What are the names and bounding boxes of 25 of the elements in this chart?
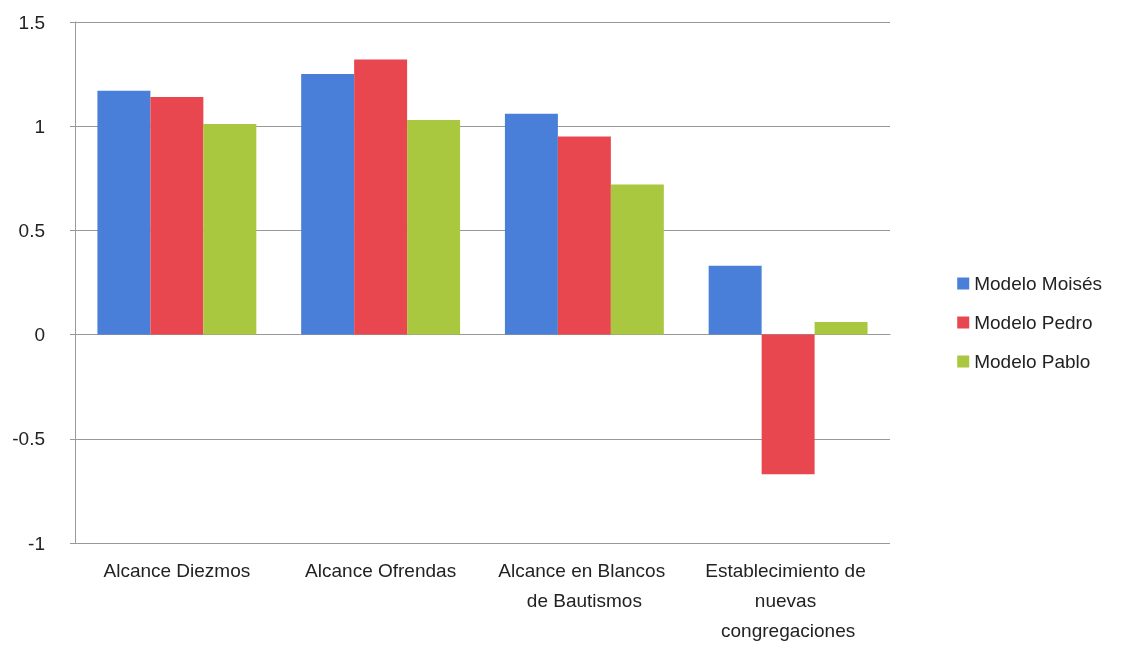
bar [354, 59, 408, 335]
bar [814, 322, 868, 335]
y-tick-label: 1 [34, 115, 45, 137]
bar [610, 184, 664, 335]
x-tick-label: Establecimiento de nuevas congregaciones [705, 559, 872, 641]
y-tick-label: -1 [28, 532, 45, 554]
bar [203, 124, 257, 335]
bar [407, 119, 461, 335]
x-tick-label: Alcance Ofrendas [305, 559, 457, 581]
bar [301, 74, 355, 335]
x-tick-label: Alcance Diezmos [103, 559, 251, 581]
y-tick-label: -0.5 [12, 428, 45, 450]
x-tick-label: Alcance en Blancos de Bautismos [498, 559, 671, 611]
y-tick-label: 1.5 [18, 11, 45, 33]
legend-label: Modelo Pablo [974, 351, 1091, 372]
bar [150, 97, 204, 335]
y-tick-label: 0.5 [18, 219, 45, 241]
legend-label: Modelo Moisés [974, 273, 1102, 294]
legend-label: Modelo Pedro [974, 312, 1093, 333]
bar [708, 265, 762, 335]
bar [97, 90, 151, 335]
y-tick-label: 0 [34, 324, 45, 346]
bar [557, 136, 611, 335]
bar [761, 334, 815, 475]
bar [504, 113, 558, 335]
